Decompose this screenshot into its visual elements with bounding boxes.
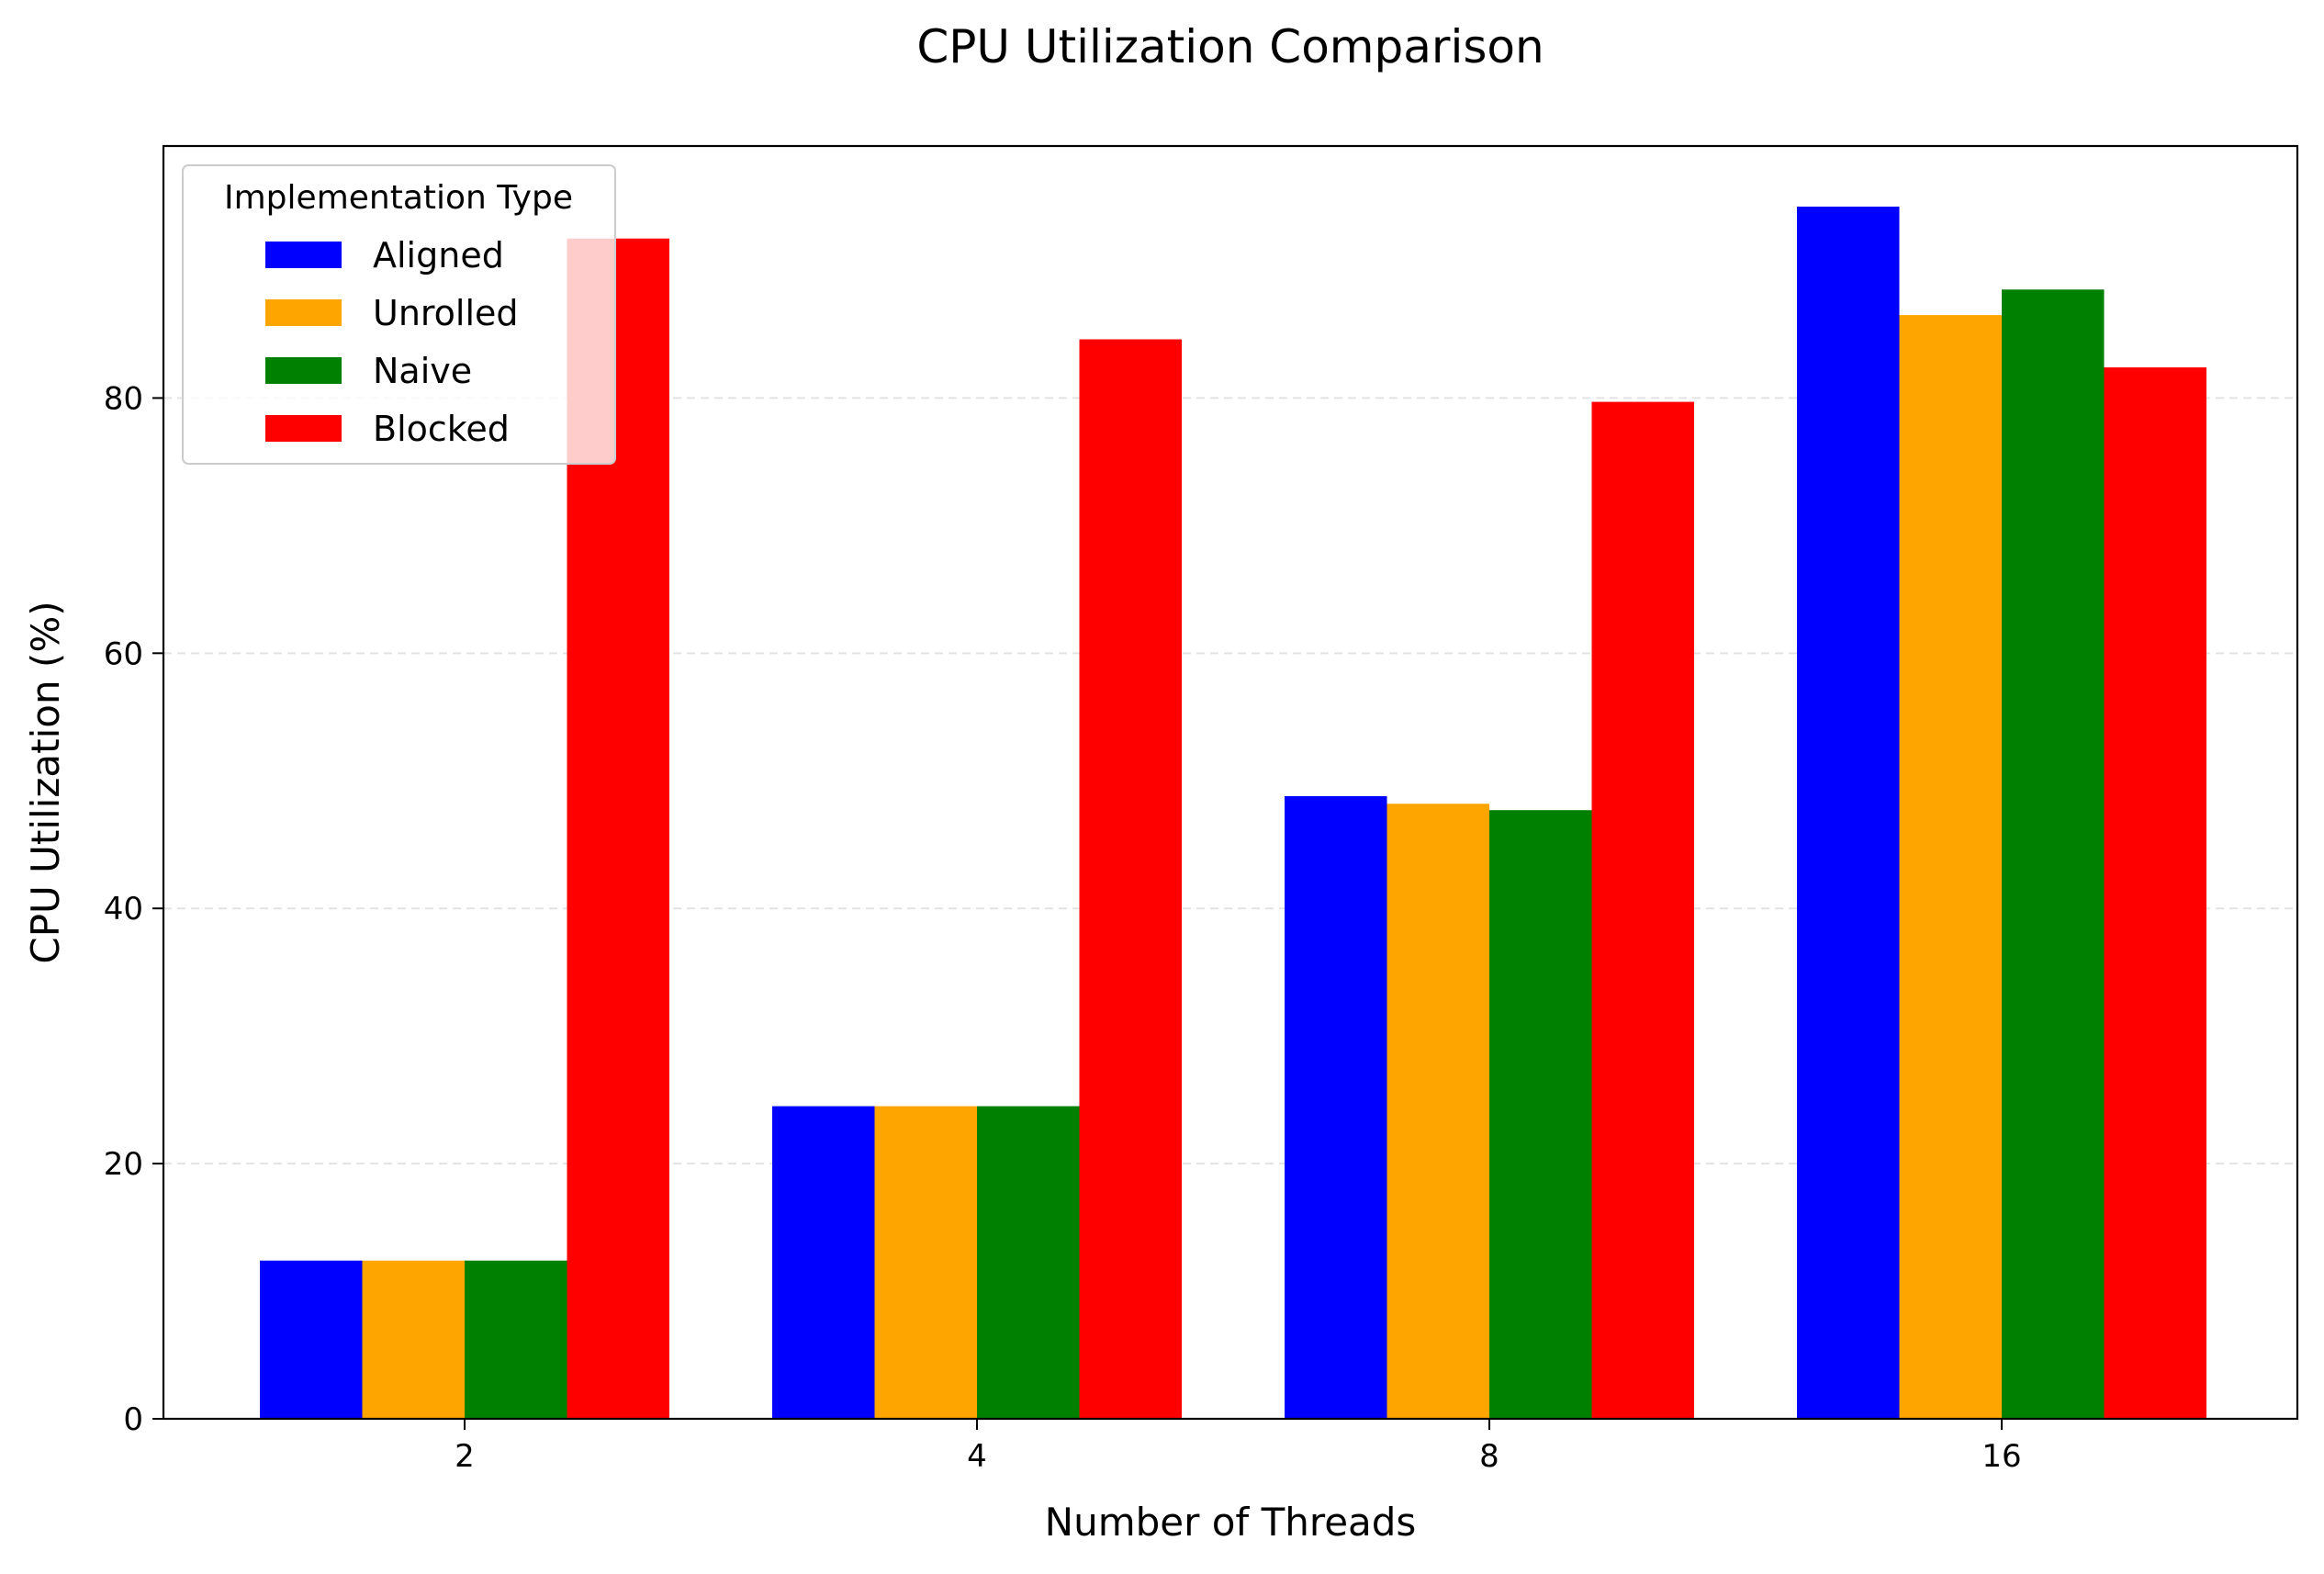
bar-aligned-16 bbox=[1797, 207, 1900, 1419]
legend-items: Aligned Unrolled Naive Blocked bbox=[265, 235, 519, 449]
legend-swatch-blocked bbox=[265, 415, 342, 442]
legend-label-naive: Naive bbox=[373, 351, 472, 391]
bar-naive-16 bbox=[2002, 289, 2105, 1419]
bar-blocked-4 bbox=[1079, 339, 1182, 1419]
bar-aligned-8 bbox=[1285, 795, 1387, 1419]
bar-aligned-2 bbox=[260, 1260, 363, 1419]
legend-label-unrolled: Unrolled bbox=[373, 293, 519, 333]
plot-frame bbox=[162, 144, 2299, 1421]
bar-unrolled-8 bbox=[1387, 804, 1489, 1419]
x-tick-label: 2 bbox=[455, 1438, 475, 1475]
x-tick-label: 16 bbox=[1982, 1438, 2021, 1475]
y-tick-label: 80 bbox=[104, 380, 143, 417]
bar-blocked-8 bbox=[1591, 401, 1694, 1419]
x-tick-label: 8 bbox=[1479, 1438, 1499, 1475]
y-tick-label: 0 bbox=[123, 1401, 143, 1438]
legend-swatch-aligned bbox=[265, 242, 342, 268]
legend-swatch-naive bbox=[265, 357, 342, 384]
x-axis-ticks: 2 4 8 16 bbox=[455, 1419, 2022, 1475]
x-tick-label: 4 bbox=[967, 1438, 987, 1475]
y-tick-label: 40 bbox=[104, 891, 143, 928]
y-axis-ticks: 0 20 40 60 80 bbox=[104, 380, 163, 1438]
bar-unrolled-16 bbox=[1899, 315, 2002, 1420]
bar-unrolled-4 bbox=[874, 1106, 977, 1419]
bar-aligned-4 bbox=[772, 1106, 875, 1419]
legend-frame bbox=[182, 164, 616, 465]
legend-label-blocked: Blocked bbox=[373, 409, 510, 449]
legend-title: Implementation Type bbox=[224, 179, 573, 217]
legend: Implementation Type Aligned Unrolled Naive… bbox=[182, 164, 616, 465]
bars bbox=[260, 207, 2206, 1420]
bar-naive-8 bbox=[1489, 810, 1592, 1419]
bar-unrolled-2 bbox=[362, 1260, 465, 1419]
bar-naive-2 bbox=[465, 1260, 567, 1419]
legend-swatch-unrolled bbox=[265, 299, 342, 326]
bar-blocked-16 bbox=[2104, 367, 2206, 1419]
bar-naive-4 bbox=[977, 1106, 1080, 1419]
y-axis-label: CPU Utilization (%) bbox=[23, 601, 68, 963]
x-axis-label: Number of Threads bbox=[1045, 1500, 1417, 1545]
y-tick-label: 60 bbox=[104, 635, 143, 672]
chart-title: CPU Utilization Comparison bbox=[916, 20, 1544, 73]
y-tick-label: 20 bbox=[104, 1146, 143, 1183]
legend-label-aligned: Aligned bbox=[373, 235, 504, 275]
